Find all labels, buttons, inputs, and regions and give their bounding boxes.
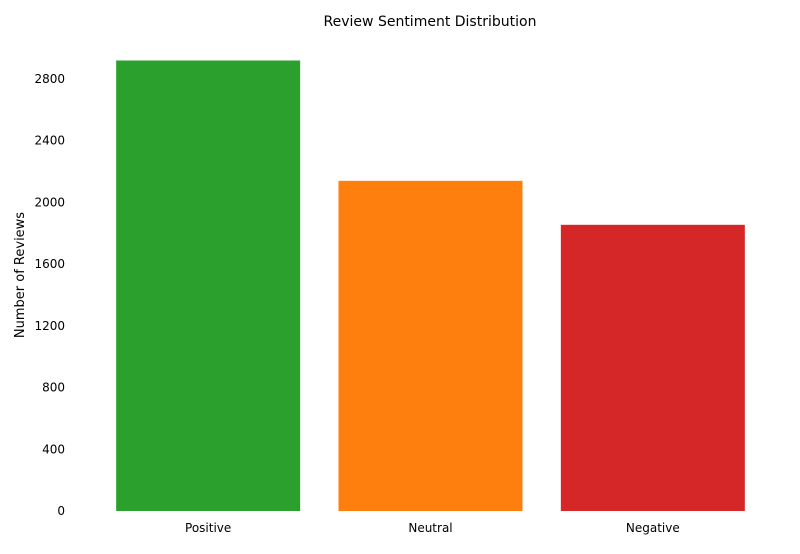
x-tick-label: Neutral bbox=[408, 521, 452, 535]
x-tick-label: Positive bbox=[185, 521, 231, 535]
bar-neutral bbox=[338, 180, 523, 512]
x-axis-ticks: Positive Neutral Negative bbox=[185, 521, 680, 535]
y-axis-ticks: 0 400 800 1200 1600 2000 2400 2800 bbox=[34, 72, 65, 518]
y-tick-label: 800 bbox=[42, 381, 65, 395]
y-tick-label: 2000 bbox=[34, 195, 65, 209]
y-tick-label: 2800 bbox=[34, 72, 65, 86]
y-tick-label: 2400 bbox=[34, 134, 65, 148]
chart-title: Review Sentiment Distribution bbox=[324, 14, 537, 30]
y-tick-label: 400 bbox=[42, 442, 65, 456]
y-tick-label: 1600 bbox=[34, 257, 65, 271]
x-tick-label: Negative bbox=[626, 521, 680, 535]
bar-positive bbox=[116, 60, 301, 511]
y-tick-label: 0 bbox=[57, 504, 65, 518]
bars-group bbox=[116, 60, 745, 512]
y-tick-label: 1200 bbox=[34, 319, 65, 333]
bar-negative bbox=[560, 224, 745, 512]
y-axis-label: Number of Reviews bbox=[13, 212, 28, 338]
